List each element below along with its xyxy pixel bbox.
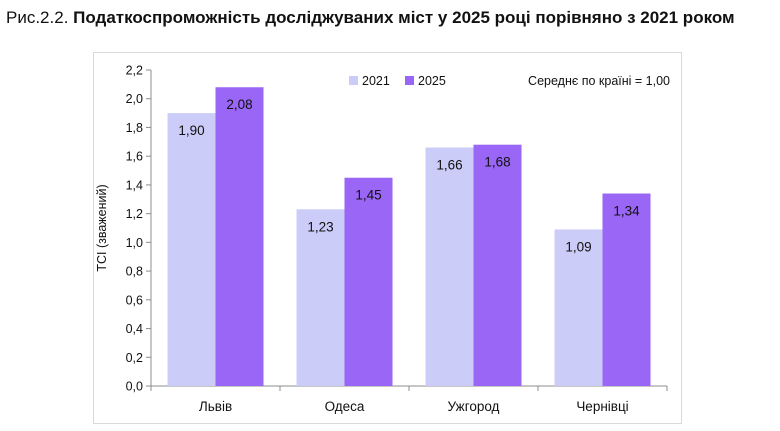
data-label: 1,09 (565, 239, 591, 254)
y-tick-label: 0,2 (126, 351, 143, 365)
y-tick-label: 1,8 (126, 121, 143, 135)
y-tick-label: 0,6 (126, 293, 143, 307)
y-tick-label: 0,8 (126, 265, 143, 279)
y-tick-label: 2,0 (126, 92, 143, 106)
data-label: 2,08 (226, 97, 252, 112)
x-category-label: Одеса (325, 399, 365, 414)
y-tick-label: 1,2 (126, 207, 143, 221)
x-category-label: Львів (199, 399, 232, 414)
bar (344, 177, 393, 386)
chart-frame (93, 52, 682, 424)
y-tick-label: 1,6 (126, 150, 143, 164)
legend-swatch (349, 76, 358, 85)
bar (602, 193, 651, 386)
data-label: 1,68 (484, 155, 510, 170)
x-category-label: Ужгород (448, 399, 500, 414)
legend-swatch (405, 76, 414, 85)
data-label: 1,66 (436, 158, 462, 173)
caption-prefix: Рис.2.2. (6, 8, 69, 27)
bar (296, 209, 345, 386)
legend-label: 2025 (418, 74, 446, 88)
legend-label: 2021 (362, 74, 390, 88)
x-category-label: Чернівці (576, 399, 628, 414)
chart-annotation: Середнє по країні = 1,00 (528, 74, 670, 88)
bar (473, 144, 522, 386)
y-tick-label: 0,0 (126, 380, 143, 394)
data-label: 1,34 (613, 204, 640, 219)
y-tick-label: 1,0 (126, 236, 143, 250)
bar (167, 113, 216, 386)
data-label: 1,90 (178, 123, 204, 138)
caption-title: Податкоспроможність досліджуваних міст у… (73, 8, 735, 27)
data-label: 1,23 (307, 219, 333, 234)
bar (425, 147, 474, 386)
y-tick-label: 1,4 (126, 178, 143, 192)
y-tick-label: 0,4 (126, 322, 143, 336)
data-label: 1,45 (355, 188, 381, 203)
y-axis-label: ТСІ (зважений) (95, 184, 109, 271)
y-tick-label: 2,2 (126, 64, 143, 78)
bar (554, 229, 603, 386)
figure-caption: Рис.2.2. Податкоспроможність досліджуван… (6, 8, 735, 28)
bar (215, 87, 264, 387)
